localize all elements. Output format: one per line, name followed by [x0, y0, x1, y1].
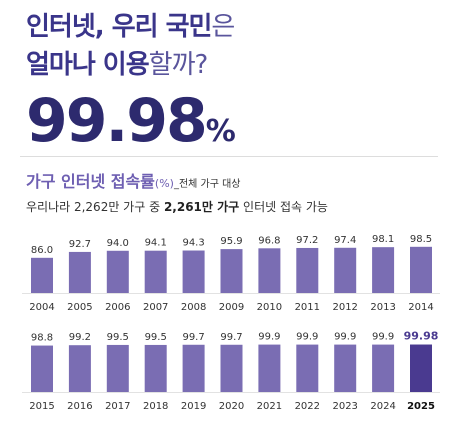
bar	[372, 247, 395, 293]
x-tick-label: 2025	[407, 401, 435, 412]
value-label: 97.2	[296, 235, 318, 246]
value-label: 92.7	[69, 239, 91, 250]
value-label: 99.98	[404, 330, 439, 343]
bar	[334, 247, 357, 293]
value-label: 98.5	[410, 234, 432, 245]
x-tick-label: 2004	[29, 302, 54, 313]
x-tick-label: 2020	[219, 401, 244, 412]
x-tick-label: 2006	[105, 302, 130, 313]
value-label: 99.5	[107, 332, 129, 343]
value-label: 99.9	[334, 332, 356, 343]
x-tick-label: 2017	[105, 401, 130, 412]
desc-bold: 2,261만 가구	[163, 200, 240, 214]
value-label: 95.9	[220, 236, 242, 247]
value-label: 99.9	[296, 332, 318, 343]
bar	[144, 344, 167, 392]
value-label: 96.8	[258, 235, 280, 246]
headline-unit: %	[205, 114, 236, 149]
bar	[106, 344, 129, 392]
x-tick-label: 2007	[143, 302, 168, 313]
x-tick-label: 2008	[181, 302, 206, 313]
bar	[410, 246, 432, 293]
x-tick-label: 2009	[219, 302, 244, 313]
bar	[258, 344, 281, 392]
value-label: 98.1	[372, 234, 394, 245]
x-tick-label: 2012	[332, 302, 357, 313]
x-tick-label: 2018	[143, 401, 168, 412]
bar	[296, 247, 319, 293]
x-tick-label: 2016	[67, 401, 92, 412]
bar	[68, 251, 91, 293]
x-tick-label: 2021	[257, 401, 282, 412]
x-tick-label: 2014	[408, 302, 433, 313]
bar	[31, 257, 53, 293]
x-tick-label: 2013	[370, 302, 395, 313]
headline-value: 99.98	[26, 86, 208, 156]
divider	[20, 156, 438, 157]
title-bold: 얼마나 이용	[26, 50, 150, 80]
title-line2: 얼마나 이용할까?	[26, 44, 209, 81]
bar	[220, 249, 243, 293]
value-label: 94.1	[145, 238, 167, 249]
bar	[296, 344, 319, 392]
x-tick-label: 2023	[332, 401, 357, 412]
bar	[144, 250, 167, 293]
bar	[68, 345, 91, 392]
value-label: 99.5	[145, 332, 167, 343]
bar	[334, 344, 357, 392]
x-tick-label: 2010	[257, 302, 282, 313]
value-label: 97.4	[334, 235, 356, 246]
value-label: 94.0	[107, 238, 129, 249]
bar	[258, 248, 281, 293]
title-light: 할까?	[148, 50, 209, 80]
desc-text: 우리나라 2,262만 가구 중	[26, 200, 161, 214]
bar	[31, 345, 53, 392]
bar	[182, 250, 205, 293]
bar	[220, 344, 243, 392]
value-label: 94.3	[182, 238, 204, 249]
x-tick-label: 2005	[67, 302, 92, 313]
x-tick-label: 2015	[29, 401, 54, 412]
title-line1: 인터넷, 우리 국민은	[26, 6, 235, 43]
description: 우리나라 2,262만 가구 중 2,261만 가구 인터넷 접속 가능	[26, 198, 328, 215]
value-label: 99.7	[220, 332, 242, 343]
value-label: 86.0	[31, 245, 53, 256]
bar	[182, 344, 205, 392]
x-tick-label: 2022	[295, 401, 320, 412]
value-label: 99.9	[258, 332, 280, 343]
title-bold: 인터넷, 우리 국민	[26, 12, 212, 42]
value-label: 99.7	[182, 332, 204, 343]
subtitle: 가구 인터넷 접속률(%)_전체 가구 대상	[26, 168, 241, 192]
value-label: 98.8	[31, 333, 53, 344]
bar	[106, 250, 129, 293]
subtitle-main: 가구 인터넷 접속률	[26, 172, 155, 191]
title-light: 은	[211, 12, 235, 42]
value-label: 99.2	[69, 332, 91, 343]
bar	[372, 344, 395, 392]
headline: 99.98%	[26, 88, 236, 165]
x-tick-label: 2019	[181, 401, 206, 412]
x-tick-label: 2024	[370, 401, 395, 412]
subtitle-note: _전체 가구 대상	[173, 179, 241, 190]
x-tick-label: 2011	[295, 302, 320, 313]
subtitle-unit: (%)	[154, 177, 174, 190]
value-label: 99.9	[372, 332, 394, 343]
bar	[410, 344, 432, 392]
desc-text: 인터넷 접속 가능	[243, 200, 328, 214]
